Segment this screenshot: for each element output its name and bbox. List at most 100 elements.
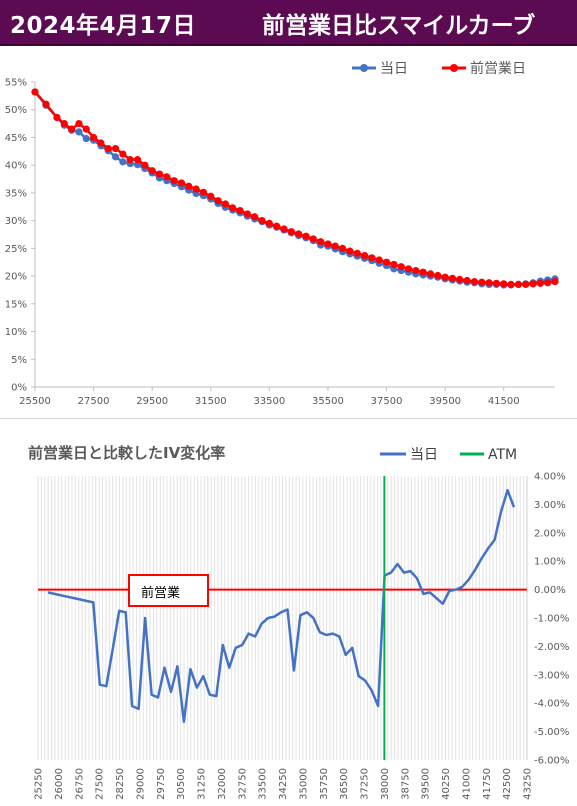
prev-data-point — [229, 204, 237, 212]
x-tick-label: 37250 — [360, 768, 371, 800]
iv-change-gridlines — [37, 476, 528, 760]
prev-data-point — [492, 279, 501, 287]
iv-change-series — [38, 476, 527, 760]
y-tick-label: 0% — [11, 383, 27, 394]
prev-data-point — [258, 217, 266, 225]
prev-data-point — [397, 263, 405, 271]
prev-data-point — [192, 185, 200, 193]
smile-curve-legend: 当日 前営業日 — [352, 60, 526, 77]
y-tick-label: 1.00% — [534, 557, 566, 568]
prev-data-point — [111, 144, 120, 153]
prev-data-point — [470, 278, 479, 286]
iv-change-axes: 4.00% 3.00% 2.00% 1.00% 0.00% -1.00% -2.00% -3.… — [34, 472, 570, 800]
x-tick-label: 27500 — [78, 396, 110, 407]
prev-data-point — [53, 113, 61, 122]
prev-data-point — [375, 256, 383, 264]
x-tick-label: 35500 — [312, 396, 344, 407]
x-tick-label: 43250 — [523, 768, 534, 800]
x-tick-label: 33500 — [253, 396, 285, 407]
prev-data-point — [448, 274, 457, 282]
y-tick-label: -4.00% — [534, 699, 569, 710]
prev-data-point — [89, 133, 98, 142]
y-tick-label: 3.00% — [534, 500, 566, 511]
prev-data-point — [522, 280, 530, 289]
y-tick-label: 5% — [11, 355, 27, 366]
prev-data-point — [324, 240, 332, 248]
x-tick-label: 41500 — [488, 396, 520, 407]
page-header: 2024年4月17日 前営業日比スマイルカーブ — [0, 0, 577, 46]
legend-today-label: 当日 — [380, 61, 408, 77]
legend-today-marker — [360, 64, 368, 72]
prev-data-point — [295, 230, 303, 238]
prev-data-point — [236, 207, 244, 215]
today-data-point — [82, 134, 90, 143]
prev-data-point — [42, 100, 50, 108]
prev-data-point — [478, 278, 486, 286]
prev-data-point — [360, 251, 369, 260]
prev-data-point — [141, 161, 149, 169]
x-tick-label: 28250 — [115, 768, 126, 800]
prev-data-point — [163, 173, 171, 181]
prev-data-point — [463, 276, 471, 285]
prev-data-point — [456, 275, 464, 284]
y-tick-label: -2.00% — [534, 642, 569, 653]
prev-data-point — [419, 268, 427, 276]
x-tick-label: 38000 — [380, 768, 391, 800]
prev-data-point — [500, 280, 508, 288]
prev-data-point — [68, 125, 76, 133]
prev-data-point — [529, 280, 537, 288]
prev-data-point — [170, 177, 178, 185]
today-data-point — [111, 153, 120, 161]
y-tick-label: 30% — [5, 216, 27, 227]
prev-data-point — [382, 258, 391, 266]
prev-data-point — [551, 278, 559, 286]
iv-change-line — [47, 488, 516, 723]
prev-data-point — [331, 242, 339, 250]
iv-change-panel: 前営業日と比較したIV変化率 4.00% 3.00% 2.00% 1.00% 0.00%… — [0, 420, 577, 802]
prev-data-point — [251, 213, 259, 221]
prev-data-point — [104, 144, 112, 153]
prev-data-point — [536, 279, 544, 287]
prev-data-point — [317, 238, 325, 246]
x-tick-label: 32750 — [237, 768, 248, 800]
today-series-line — [34, 91, 556, 287]
today-data-point — [119, 158, 127, 166]
prev-data-point — [243, 210, 251, 218]
prev-data-point — [133, 156, 142, 164]
y-tick-label: 45% — [5, 133, 27, 144]
smile-curve-axes: 0% 5% 10% 15% 20% 25% 30% 35% 40% 45% 50% 55% 25500 2… — [5, 78, 555, 407]
y-tick-label: 15% — [5, 299, 27, 310]
x-tick-label: 35750 — [319, 768, 330, 800]
prev-data-point — [221, 200, 230, 208]
prev-data-point — [185, 182, 193, 190]
smile-curve-panel: 0% 5% 10% 15% 20% 25% 30% 35% 40% 45% 50% 55% 25500 2… — [0, 46, 577, 419]
x-tick-label: 31500 — [195, 396, 227, 407]
prev-data-point — [346, 247, 354, 255]
y-tick-label: 40% — [5, 161, 27, 172]
y-tick-label: 35% — [5, 188, 27, 199]
prev-data-point — [507, 280, 515, 289]
annotation-label: 前営業 — [141, 585, 180, 601]
y-tick-label: -6.00% — [534, 756, 569, 767]
today-data-point — [133, 161, 142, 169]
prev-data-point — [265, 219, 273, 228]
prev-data-point — [287, 228, 295, 236]
x-tick-label: 35000 — [298, 768, 309, 800]
prev-data-point — [214, 197, 222, 205]
y-tick-label: 4.00% — [534, 472, 566, 483]
prev-data-point — [368, 254, 376, 262]
prev-data-point — [119, 150, 127, 158]
prev-data-point — [177, 179, 186, 187]
prev-data-point — [280, 225, 288, 233]
y-tick-label: -3.00% — [534, 670, 569, 681]
y-tick-label: 50% — [5, 105, 27, 116]
prev-data-point — [390, 260, 398, 269]
prev-series-line — [34, 91, 556, 286]
prev-data-point — [485, 279, 493, 287]
prev-data-point — [60, 119, 68, 128]
prev-data-point — [514, 280, 522, 289]
prev-data-point — [339, 244, 347, 252]
smile-curve-chart: 0% 5% 10% 15% 20% 25% 30% 35% 40% 45% 50% 55% 25500 2… — [5, 60, 559, 407]
x-tick-label: 25500 — [19, 396, 51, 407]
x-tick-label: 41750 — [482, 768, 493, 800]
